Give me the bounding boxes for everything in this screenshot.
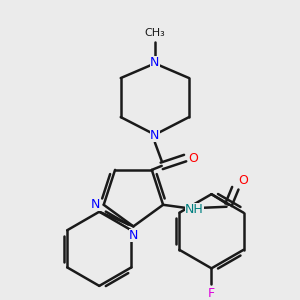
Text: O: O — [238, 174, 248, 187]
Text: N: N — [150, 56, 160, 69]
Text: N: N — [129, 229, 138, 242]
Text: CH₃: CH₃ — [145, 28, 165, 38]
Text: F: F — [208, 287, 215, 300]
Text: O: O — [188, 152, 198, 165]
Text: N: N — [91, 198, 101, 211]
Text: NH: NH — [185, 203, 204, 216]
Text: N: N — [150, 129, 160, 142]
